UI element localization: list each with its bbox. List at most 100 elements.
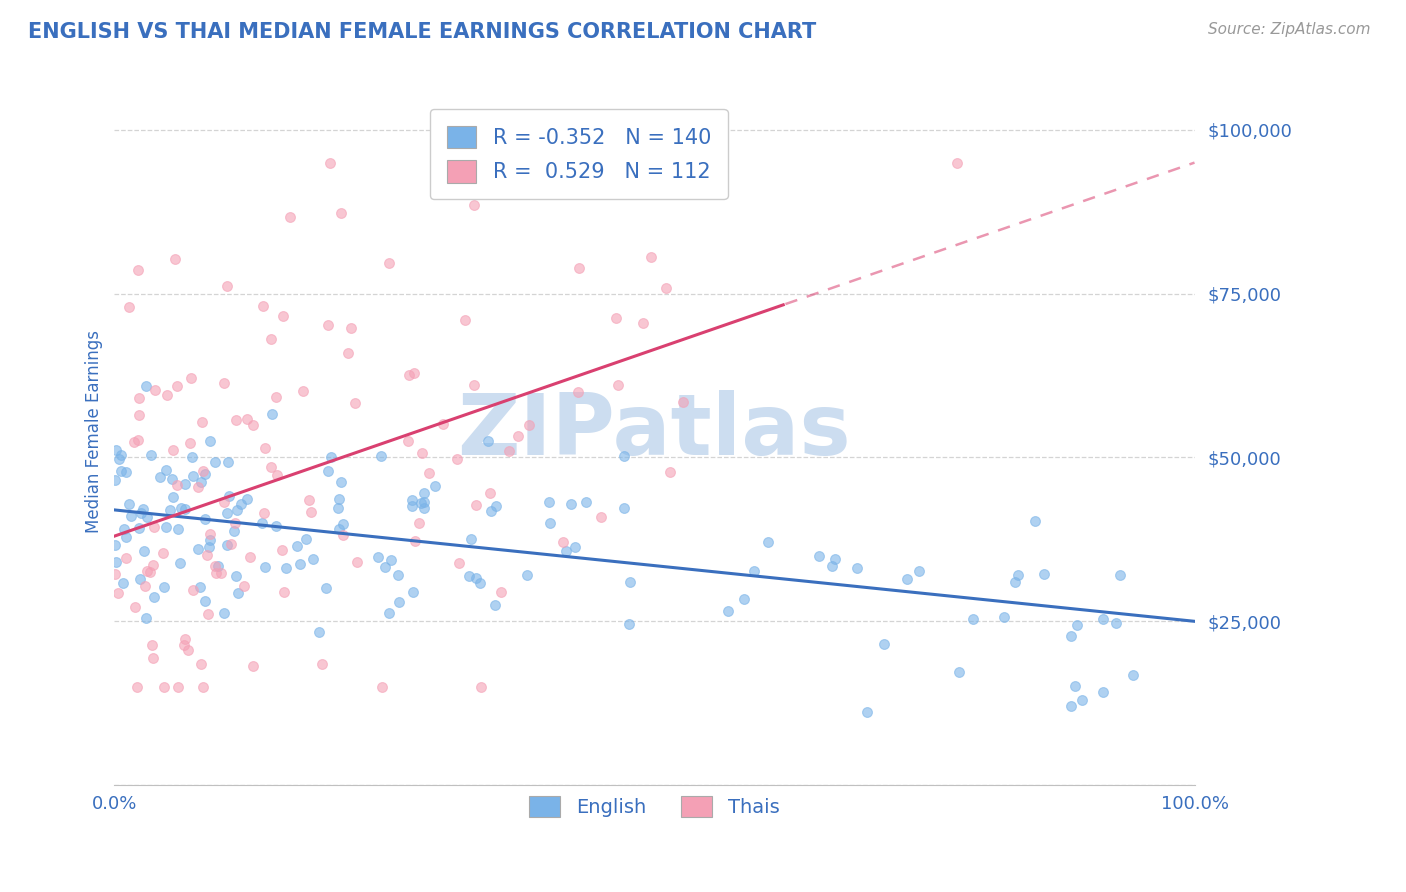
Point [606, 377, 628, 392]
Point [141, 638, 163, 652]
Point [191, 464, 214, 478]
Point [302, 552, 325, 566]
Point [115, 530, 138, 544]
Point [162, 443, 184, 458]
Point [104, 566, 127, 581]
Point [485, 499, 508, 513]
Point [401, 493, 423, 508]
Point [264, 519, 287, 533]
Point [412, 486, 434, 500]
Point [343, 396, 366, 410]
Point [242, 417, 264, 432]
Point [142, 590, 165, 604]
Point [659, 466, 682, 480]
Point [591, 510, 613, 524]
Point [411, 446, 433, 460]
Point [1092, 685, 1115, 699]
Point [516, 567, 538, 582]
Point [174, 502, 197, 516]
Point [194, 467, 217, 481]
Point [204, 559, 226, 574]
Point [142, 558, 165, 572]
Point [388, 595, 411, 609]
Point [1066, 618, 1088, 632]
Point [187, 480, 209, 494]
Point [288, 558, 311, 572]
Point [180, 371, 202, 385]
Point [655, 281, 678, 295]
Point [120, 508, 142, 523]
Point [215, 538, 238, 552]
Point [142, 651, 165, 665]
Point [821, 558, 844, 573]
Point [308, 624, 330, 639]
Point [551, 534, 574, 549]
Point [370, 450, 392, 464]
Point [132, 543, 155, 558]
Point [132, 502, 155, 516]
Point [371, 680, 394, 694]
Point [617, 617, 640, 632]
Point [470, 576, 492, 591]
Point [291, 384, 314, 398]
Point [402, 584, 425, 599]
Point [259, 459, 281, 474]
Point [380, 553, 402, 567]
Point [236, 412, 259, 426]
Point [217, 455, 239, 469]
Point [321, 450, 343, 465]
Point [159, 503, 181, 517]
Point [105, 443, 128, 458]
Point [465, 498, 488, 512]
Point [470, 680, 492, 694]
Point [264, 391, 287, 405]
Point [225, 412, 247, 426]
Point [948, 665, 970, 680]
Point [166, 478, 188, 492]
Point [131, 507, 153, 521]
Point [449, 556, 471, 570]
Point [110, 464, 132, 478]
Point [328, 492, 350, 507]
Point [226, 503, 249, 517]
Point [252, 506, 274, 520]
Point [128, 572, 150, 586]
Point [198, 434, 221, 448]
Point [613, 449, 636, 463]
Point [143, 384, 166, 398]
Point [408, 516, 430, 530]
Point [508, 429, 530, 443]
Point [538, 516, 561, 531]
Point [315, 581, 337, 595]
Point [136, 510, 159, 524]
Point [332, 517, 354, 532]
Point [336, 346, 359, 360]
Point [1122, 668, 1144, 682]
Point [575, 495, 598, 509]
Point [217, 506, 239, 520]
Point [619, 574, 641, 589]
Point [326, 501, 349, 516]
Point [491, 585, 513, 599]
Point [538, 495, 561, 509]
Point [153, 580, 176, 594]
Point [439, 110, 461, 124]
Point [231, 497, 253, 511]
Point [756, 534, 779, 549]
Point [173, 632, 195, 646]
Point [271, 310, 294, 324]
Point [226, 585, 249, 599]
Point [224, 516, 246, 530]
Point [457, 569, 479, 583]
Point [298, 493, 321, 508]
Point [259, 332, 281, 346]
Point [332, 527, 354, 541]
Point [465, 571, 488, 585]
Point [276, 560, 298, 574]
Point [446, 452, 468, 467]
Point [1071, 692, 1094, 706]
Point [285, 539, 308, 553]
Point [105, 555, 128, 569]
Point [742, 564, 765, 578]
Point [329, 475, 352, 489]
